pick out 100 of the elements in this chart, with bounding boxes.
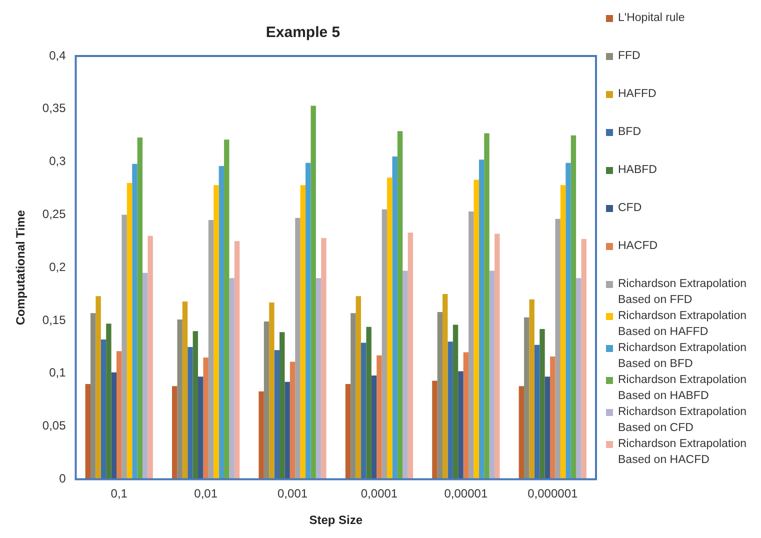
bar <box>172 386 178 480</box>
bar <box>382 209 388 480</box>
x-tick-label: 0,01 <box>194 486 218 501</box>
legend-label: Richardson Extrapolation Based on BFD <box>618 341 748 372</box>
bar <box>463 352 469 480</box>
bar <box>321 238 326 480</box>
legend-label: Richardson Extrapolation Based on HABFD <box>618 373 748 404</box>
bar <box>198 376 204 480</box>
bar <box>290 362 296 480</box>
bar <box>570 135 576 480</box>
legend-label: BFD <box>618 125 641 140</box>
x-tick-label: 0,0001 <box>360 486 398 501</box>
y-tick-label: 0,4 <box>49 48 66 62</box>
x-axis-title: Step Size <box>309 513 363 528</box>
bar <box>100 340 106 480</box>
bar <box>452 324 458 480</box>
bar <box>544 376 550 480</box>
bar <box>116 351 122 480</box>
bar <box>111 372 117 480</box>
legend-label: Richardson Extrapolation Based on FFD <box>618 277 748 308</box>
bar <box>122 214 127 480</box>
bar <box>366 326 372 480</box>
bar <box>540 328 545 480</box>
bar <box>295 218 300 480</box>
bar <box>518 386 524 480</box>
bar <box>555 218 560 480</box>
bar <box>402 270 408 480</box>
bar <box>85 384 90 480</box>
bar <box>208 220 214 480</box>
bar <box>345 384 351 480</box>
legend-label: CFD <box>618 201 642 216</box>
bar <box>361 342 366 480</box>
bar <box>96 296 101 480</box>
bar <box>442 294 448 480</box>
bar <box>397 131 403 480</box>
bar <box>458 371 464 480</box>
bar <box>177 319 182 480</box>
bar <box>387 178 392 480</box>
bar <box>468 212 474 480</box>
bar <box>437 312 443 480</box>
bar <box>126 182 132 480</box>
y-tick-label: 0,05 <box>42 418 66 433</box>
y-axis-title: Computational Time <box>14 210 28 326</box>
legend-label: HAFFD <box>618 87 656 102</box>
bar <box>350 313 356 480</box>
bar <box>300 185 306 480</box>
bar <box>316 278 322 480</box>
y-tick-label: 0,25 <box>42 207 66 222</box>
bar <box>376 355 382 480</box>
bar <box>310 106 316 480</box>
bar <box>524 317 530 480</box>
bar <box>560 185 566 480</box>
bar <box>192 331 198 480</box>
bar <box>478 160 484 480</box>
x-tick-label: 0,1 <box>110 486 128 501</box>
x-tick-label: 0,001 <box>278 486 308 501</box>
bar <box>576 278 582 480</box>
bar <box>356 296 362 480</box>
bar <box>371 376 377 480</box>
bar <box>218 166 224 480</box>
bar <box>269 302 274 480</box>
y-tick-label: 0,35 <box>42 101 66 116</box>
bar <box>203 358 208 480</box>
bar <box>392 156 398 480</box>
bar <box>448 342 453 480</box>
bar <box>581 239 586 480</box>
bar <box>137 137 143 480</box>
bar <box>90 313 96 480</box>
bar <box>182 301 188 480</box>
bar <box>188 346 193 480</box>
y-tick-label: 0,2 <box>49 260 66 274</box>
legend-label: Richardson Extrapolation Based on CFD <box>618 405 748 436</box>
legend-label: HABFD <box>618 163 657 178</box>
bar <box>132 164 138 480</box>
bar <box>274 350 280 480</box>
bar <box>229 278 234 480</box>
bar <box>566 162 571 480</box>
bar <box>106 324 112 480</box>
bar <box>489 270 495 480</box>
legend-label: Richardson Extrapolation Based on HACFD <box>618 437 748 468</box>
y-tick-label: 0,1 <box>49 366 66 380</box>
bar <box>280 332 285 480</box>
legend-label: Richardson Extrapolation Based on HAFFD <box>618 309 748 340</box>
y-tick-label: 0 <box>59 472 66 486</box>
bar <box>408 232 414 480</box>
bar <box>258 391 264 480</box>
legend-label: HACFD <box>618 239 658 254</box>
bar <box>234 241 240 480</box>
x-tick-label: 0,00001 <box>444 486 488 501</box>
bar <box>432 380 438 480</box>
bar <box>142 272 148 480</box>
bar <box>534 344 540 480</box>
y-tick-label: 0,15 <box>42 312 66 327</box>
bar <box>148 236 153 480</box>
bar <box>224 140 230 480</box>
chart-title: Example 5 <box>266 24 340 42</box>
bar <box>284 382 290 480</box>
bar <box>474 180 479 480</box>
legend-label: L'Hopital rule <box>618 11 685 26</box>
x-tick-label: 0,000001 <box>528 486 578 501</box>
